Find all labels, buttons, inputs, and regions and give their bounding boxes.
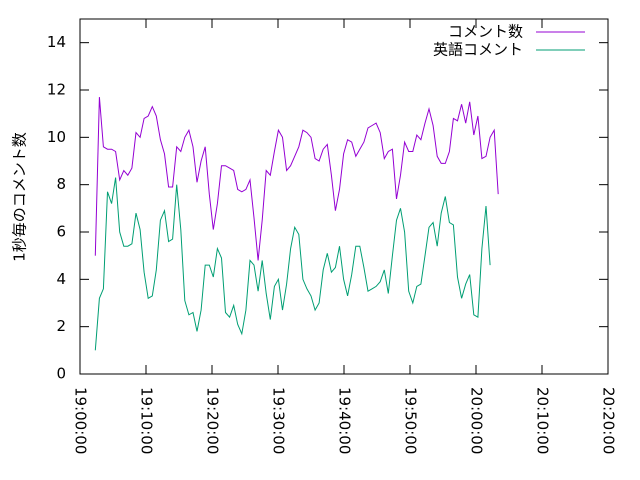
x-axis: 19:00:00 19:10:00 19:20:00 19:30:00 19:40:00… xyxy=(72,19,618,454)
x-tick-label: 19:50:00 xyxy=(402,387,420,454)
y-tick-label: 4 xyxy=(56,270,66,288)
y-axis: 0 2 4 6 8 10 12 14 xyxy=(47,33,608,383)
y-tick-label: 12 xyxy=(47,81,66,99)
y-tick-label: 10 xyxy=(47,128,66,146)
series-line-1 xyxy=(94,97,499,261)
x-tick-label: 19:40:00 xyxy=(336,387,354,454)
x-tick-label: 19:20:00 xyxy=(204,387,222,454)
x-tick-label: 19:30:00 xyxy=(270,387,288,454)
x-tick-label: 20:00:00 xyxy=(468,387,486,454)
y-tick-label: 14 xyxy=(47,33,66,51)
y-tick-label: 0 xyxy=(56,365,66,383)
y-tick-label: 8 xyxy=(56,175,66,193)
legend-label-1: コメント数 xyxy=(448,23,523,41)
x-tick-label: 19:10:00 xyxy=(138,387,156,454)
legend-label-2: 英語コメント xyxy=(433,41,523,59)
x-tick-label: 20:10:00 xyxy=(534,387,552,454)
y-tick-label: 2 xyxy=(56,317,66,335)
x-tick-label: 20:20:00 xyxy=(600,387,618,454)
series-line-2 xyxy=(94,177,491,351)
plot-frame xyxy=(79,18,609,375)
y-axis-label: 1秒毎のコメント数 xyxy=(11,132,29,262)
series-lines xyxy=(94,97,499,351)
x-tick-label: 19:00:00 xyxy=(72,387,90,454)
y-tick-label: 6 xyxy=(56,223,66,241)
